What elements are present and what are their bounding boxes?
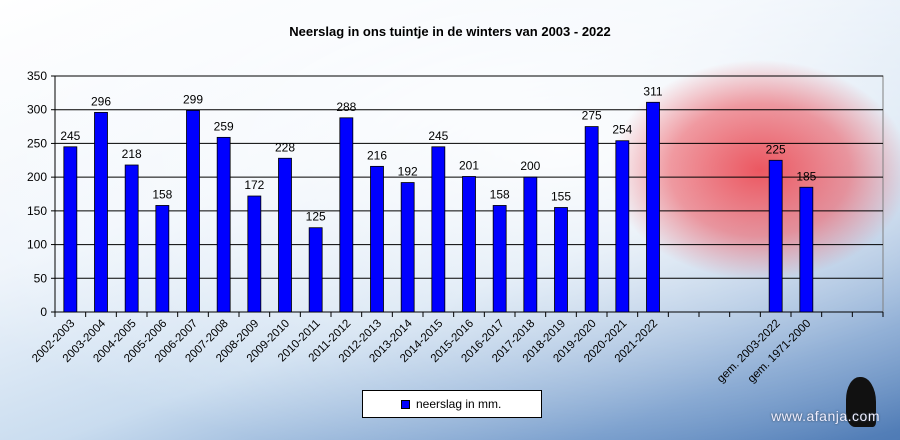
bar bbox=[523, 176, 538, 313]
data-label: 299 bbox=[183, 92, 203, 106]
bar bbox=[247, 195, 262, 313]
data-label: 311 bbox=[643, 84, 662, 98]
y-tick-label: 50 bbox=[34, 271, 48, 285]
silhouette-logo bbox=[846, 377, 876, 427]
data-label: 200 bbox=[520, 159, 540, 173]
y-tick-label: 150 bbox=[27, 204, 47, 218]
bar bbox=[308, 227, 323, 313]
data-label: 218 bbox=[122, 147, 142, 161]
data-label: 254 bbox=[612, 123, 632, 137]
bar bbox=[584, 126, 599, 313]
data-label: 296 bbox=[91, 94, 111, 108]
data-label: 158 bbox=[490, 187, 510, 201]
bar bbox=[186, 109, 200, 313]
bar bbox=[615, 140, 630, 313]
data-label: 185 bbox=[796, 169, 816, 183]
y-tick-label: 350 bbox=[27, 69, 47, 83]
bar bbox=[94, 112, 108, 313]
bar bbox=[370, 165, 384, 313]
legend-swatch bbox=[401, 399, 410, 409]
legend-label: neerslag in mm. bbox=[416, 397, 502, 411]
data-label: 155 bbox=[551, 189, 571, 203]
chart-title: Neerslag in ons tuintje in de winters va… bbox=[289, 24, 611, 39]
bar bbox=[431, 146, 446, 313]
data-label: 216 bbox=[367, 148, 387, 162]
bar bbox=[155, 205, 170, 313]
y-tick-label: 100 bbox=[27, 238, 47, 252]
bar bbox=[63, 146, 78, 313]
data-label: 201 bbox=[459, 158, 479, 172]
bar bbox=[400, 182, 415, 313]
bar bbox=[462, 176, 476, 313]
bar bbox=[216, 136, 231, 313]
bar bbox=[278, 157, 292, 313]
data-label: 192 bbox=[398, 165, 418, 179]
bar bbox=[646, 101, 660, 313]
data-label: 172 bbox=[244, 178, 264, 192]
bar bbox=[492, 205, 507, 313]
data-label: 228 bbox=[275, 140, 295, 154]
data-label: 275 bbox=[582, 109, 602, 123]
bar bbox=[799, 186, 814, 313]
legend: neerslag in mm. bbox=[362, 390, 542, 418]
bar bbox=[339, 117, 354, 313]
bar bbox=[768, 159, 783, 313]
data-label: 225 bbox=[766, 142, 786, 156]
data-label: 259 bbox=[214, 119, 234, 133]
y-tick-label: 300 bbox=[27, 103, 47, 117]
y-tick-label: 200 bbox=[27, 170, 47, 184]
data-label: 288 bbox=[336, 100, 356, 114]
data-label: 245 bbox=[428, 129, 448, 143]
bar bbox=[554, 207, 568, 313]
data-label: 158 bbox=[152, 187, 172, 201]
watermark: www.afanja.com bbox=[771, 408, 880, 424]
bar bbox=[124, 164, 139, 313]
data-label: 245 bbox=[60, 129, 80, 143]
y-tick-label: 250 bbox=[27, 136, 47, 150]
data-label: 125 bbox=[306, 210, 326, 224]
y-tick-label: 0 bbox=[40, 305, 47, 319]
